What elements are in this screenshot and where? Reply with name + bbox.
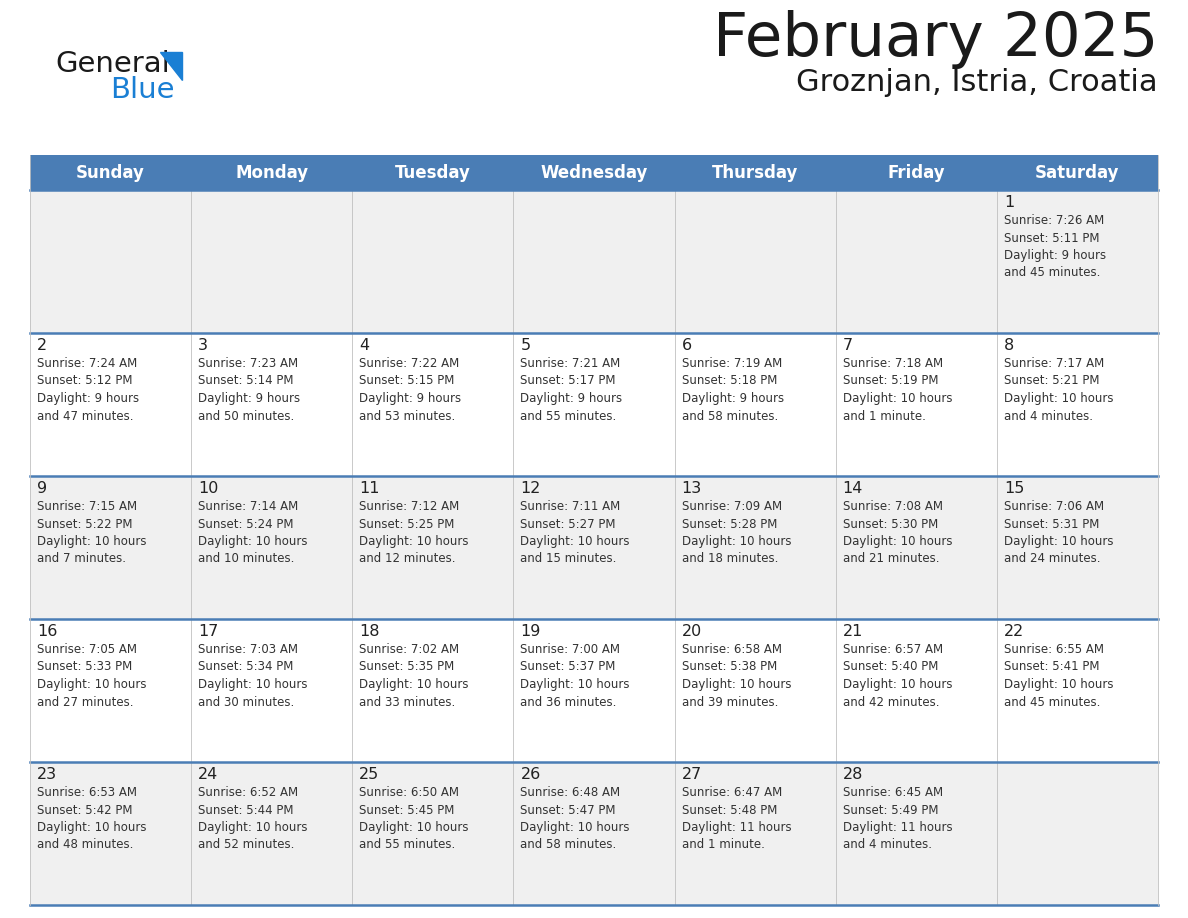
Text: 6: 6 [682,338,691,353]
Text: 16: 16 [37,624,57,639]
Bar [30,190,1158,333]
Text: 22: 22 [1004,624,1024,639]
Text: Sunrise: 7:09 AM
Sunset: 5:28 PM
Daylight: 10 hours
and 18 minutes.: Sunrise: 7:09 AM Sunset: 5:28 PM Dayligh… [682,500,791,565]
Text: Sunrise: 7:24 AM
Sunset: 5:12 PM
Daylight: 9 hours
and 47 minutes.: Sunrise: 7:24 AM Sunset: 5:12 PM Dayligh… [37,357,139,422]
Text: 7: 7 [842,338,853,353]
Bar [30,762,1158,905]
Text: Sunrise: 6:57 AM
Sunset: 5:40 PM
Daylight: 10 hours
and 42 minutes.: Sunrise: 6:57 AM Sunset: 5:40 PM Dayligh… [842,643,953,709]
Polygon shape [160,52,182,80]
Text: Friday: Friday [887,163,946,182]
Text: 23: 23 [37,767,57,782]
Text: 1: 1 [1004,195,1015,210]
Text: 19: 19 [520,624,541,639]
Text: 9: 9 [37,481,48,496]
Text: 13: 13 [682,481,702,496]
Text: 17: 17 [198,624,219,639]
Text: 25: 25 [359,767,379,782]
Text: 12: 12 [520,481,541,496]
Text: Wednesday: Wednesday [541,163,647,182]
Text: Sunrise: 7:26 AM
Sunset: 5:11 PM
Daylight: 9 hours
and 45 minutes.: Sunrise: 7:26 AM Sunset: 5:11 PM Dayligh… [1004,214,1106,279]
Text: 24: 24 [198,767,219,782]
Text: Sunrise: 6:52 AM
Sunset: 5:44 PM
Daylight: 10 hours
and 52 minutes.: Sunrise: 6:52 AM Sunset: 5:44 PM Dayligh… [198,786,308,852]
Text: Sunrise: 7:12 AM
Sunset: 5:25 PM
Daylight: 10 hours
and 12 minutes.: Sunrise: 7:12 AM Sunset: 5:25 PM Dayligh… [359,500,469,565]
Text: Sunrise: 6:50 AM
Sunset: 5:45 PM
Daylight: 10 hours
and 55 minutes.: Sunrise: 6:50 AM Sunset: 5:45 PM Dayligh… [359,786,469,852]
Text: 26: 26 [520,767,541,782]
Bar [30,619,1158,762]
Text: Sunrise: 6:58 AM
Sunset: 5:38 PM
Daylight: 10 hours
and 39 minutes.: Sunrise: 6:58 AM Sunset: 5:38 PM Dayligh… [682,643,791,709]
Text: 18: 18 [359,624,380,639]
Text: Sunrise: 7:14 AM
Sunset: 5:24 PM
Daylight: 10 hours
and 10 minutes.: Sunrise: 7:14 AM Sunset: 5:24 PM Dayligh… [198,500,308,565]
Text: Sunrise: 7:06 AM
Sunset: 5:31 PM
Daylight: 10 hours
and 24 minutes.: Sunrise: 7:06 AM Sunset: 5:31 PM Dayligh… [1004,500,1113,565]
Text: 10: 10 [198,481,219,496]
Text: 28: 28 [842,767,864,782]
Text: 11: 11 [359,481,380,496]
Text: Sunrise: 6:47 AM
Sunset: 5:48 PM
Daylight: 11 hours
and 1 minute.: Sunrise: 6:47 AM Sunset: 5:48 PM Dayligh… [682,786,791,852]
Text: Monday: Monday [235,163,308,182]
Text: 4: 4 [359,338,369,353]
Text: Groznjan, Istria, Croatia: Groznjan, Istria, Croatia [796,68,1158,97]
Text: Sunday: Sunday [76,163,145,182]
Text: 8: 8 [1004,338,1015,353]
Text: Sunrise: 7:15 AM
Sunset: 5:22 PM
Daylight: 10 hours
and 7 minutes.: Sunrise: 7:15 AM Sunset: 5:22 PM Dayligh… [37,500,146,565]
Text: Sunrise: 7:11 AM
Sunset: 5:27 PM
Daylight: 10 hours
and 15 minutes.: Sunrise: 7:11 AM Sunset: 5:27 PM Dayligh… [520,500,630,565]
Text: 15: 15 [1004,481,1024,496]
Text: 2: 2 [37,338,48,353]
Text: Sunrise: 7:00 AM
Sunset: 5:37 PM
Daylight: 10 hours
and 36 minutes.: Sunrise: 7:00 AM Sunset: 5:37 PM Dayligh… [520,643,630,709]
Text: Sunrise: 6:45 AM
Sunset: 5:49 PM
Daylight: 11 hours
and 4 minutes.: Sunrise: 6:45 AM Sunset: 5:49 PM Dayligh… [842,786,953,852]
Text: Sunrise: 7:19 AM
Sunset: 5:18 PM
Daylight: 9 hours
and 58 minutes.: Sunrise: 7:19 AM Sunset: 5:18 PM Dayligh… [682,357,784,422]
Text: Sunrise: 7:21 AM
Sunset: 5:17 PM
Daylight: 9 hours
and 55 minutes.: Sunrise: 7:21 AM Sunset: 5:17 PM Dayligh… [520,357,623,422]
Text: General: General [55,50,170,78]
Text: Sunrise: 7:22 AM
Sunset: 5:15 PM
Daylight: 9 hours
and 53 minutes.: Sunrise: 7:22 AM Sunset: 5:15 PM Dayligh… [359,357,461,422]
Text: 21: 21 [842,624,864,639]
Bar [30,333,1158,476]
Text: Tuesday: Tuesday [394,163,470,182]
Text: Saturday: Saturday [1035,163,1119,182]
Text: 20: 20 [682,624,702,639]
Text: 3: 3 [198,338,208,353]
Text: Thursday: Thursday [712,163,798,182]
Bar [30,476,1158,619]
Text: Sunrise: 6:48 AM
Sunset: 5:47 PM
Daylight: 10 hours
and 58 minutes.: Sunrise: 6:48 AM Sunset: 5:47 PM Dayligh… [520,786,630,852]
Text: Sunrise: 6:53 AM
Sunset: 5:42 PM
Daylight: 10 hours
and 48 minutes.: Sunrise: 6:53 AM Sunset: 5:42 PM Dayligh… [37,786,146,852]
Text: Sunrise: 7:02 AM
Sunset: 5:35 PM
Daylight: 10 hours
and 33 minutes.: Sunrise: 7:02 AM Sunset: 5:35 PM Dayligh… [359,643,469,709]
Text: Blue: Blue [110,76,175,104]
Text: 14: 14 [842,481,864,496]
Text: Sunrise: 7:23 AM
Sunset: 5:14 PM
Daylight: 9 hours
and 50 minutes.: Sunrise: 7:23 AM Sunset: 5:14 PM Dayligh… [198,357,301,422]
Text: February 2025: February 2025 [713,10,1158,69]
Bar [30,155,1158,190]
Text: Sunrise: 7:03 AM
Sunset: 5:34 PM
Daylight: 10 hours
and 30 minutes.: Sunrise: 7:03 AM Sunset: 5:34 PM Dayligh… [198,643,308,709]
Text: Sunrise: 7:17 AM
Sunset: 5:21 PM
Daylight: 10 hours
and 4 minutes.: Sunrise: 7:17 AM Sunset: 5:21 PM Dayligh… [1004,357,1113,422]
Text: Sunrise: 7:05 AM
Sunset: 5:33 PM
Daylight: 10 hours
and 27 minutes.: Sunrise: 7:05 AM Sunset: 5:33 PM Dayligh… [37,643,146,709]
Text: Sunrise: 7:18 AM
Sunset: 5:19 PM
Daylight: 10 hours
and 1 minute.: Sunrise: 7:18 AM Sunset: 5:19 PM Dayligh… [842,357,953,422]
Text: 5: 5 [520,338,531,353]
Text: Sunrise: 6:55 AM
Sunset: 5:41 PM
Daylight: 10 hours
and 45 minutes.: Sunrise: 6:55 AM Sunset: 5:41 PM Dayligh… [1004,643,1113,709]
Text: 27: 27 [682,767,702,782]
Text: Sunrise: 7:08 AM
Sunset: 5:30 PM
Daylight: 10 hours
and 21 minutes.: Sunrise: 7:08 AM Sunset: 5:30 PM Dayligh… [842,500,953,565]
